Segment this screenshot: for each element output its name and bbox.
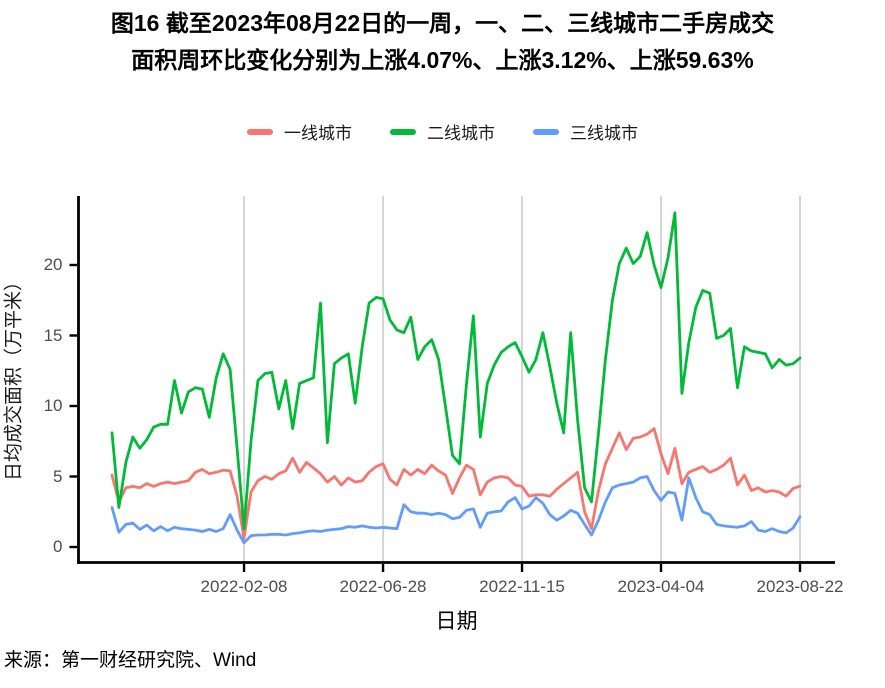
x-tick-label: 2022-06-28 bbox=[339, 577, 427, 596]
x-tick-label: 2023-08-22 bbox=[756, 577, 844, 596]
y-tick-label: 15 bbox=[43, 325, 63, 345]
y-axis-title: 日均成交面积（万平米） bbox=[3, 272, 25, 482]
x-tick-label: 2022-02-08 bbox=[200, 577, 288, 596]
chart-title: 图16 截至2023年08月22日的一周，一、二、三线城市二手房成交 面积周环比… bbox=[0, 5, 885, 79]
x-tick-label: 2023-04-04 bbox=[617, 577, 705, 596]
series-line-2-三线城市 bbox=[110, 475, 802, 545]
legend-label-tier2: 二线城市 bbox=[427, 124, 495, 143]
legend-label-tier3: 三线城市 bbox=[570, 124, 638, 143]
legend-item-tier3: 三线城市 bbox=[533, 119, 638, 144]
tier2-line-swatch bbox=[390, 128, 416, 135]
y-tick-label: 20 bbox=[43, 255, 63, 274]
legend-item-tier2: 二线城市 bbox=[390, 119, 495, 144]
tier1-line-swatch bbox=[247, 128, 273, 135]
y-tick-label: 10 bbox=[43, 396, 63, 415]
y-tick-label: 0 bbox=[53, 537, 63, 556]
y-tick-label: 5 bbox=[53, 466, 63, 486]
source-note: 来源：第一财经研究院、Wind bbox=[4, 650, 257, 671]
tier3-line-swatch bbox=[533, 128, 559, 135]
series-line-1-二线城市 bbox=[110, 211, 802, 531]
legend-label-tier1: 一线城市 bbox=[284, 124, 352, 143]
x-axis-title: 日期 bbox=[435, 610, 478, 633]
chart-title-line2: 面积周环比变化分别为上涨4.07%、上涨3.12%、上涨59.63% bbox=[131, 47, 754, 73]
legend: 一线城市 二线城市 三线城市 bbox=[0, 119, 885, 144]
x-tick-label: 2022-11-15 bbox=[479, 577, 565, 596]
series-line-0-一线城市 bbox=[110, 427, 802, 540]
chart-title-line1: 图16 截至2023年08月22日的一周，一、二、三线城市二手房成交 bbox=[110, 10, 775, 36]
legend-item-tier1: 一线城市 bbox=[247, 119, 352, 144]
